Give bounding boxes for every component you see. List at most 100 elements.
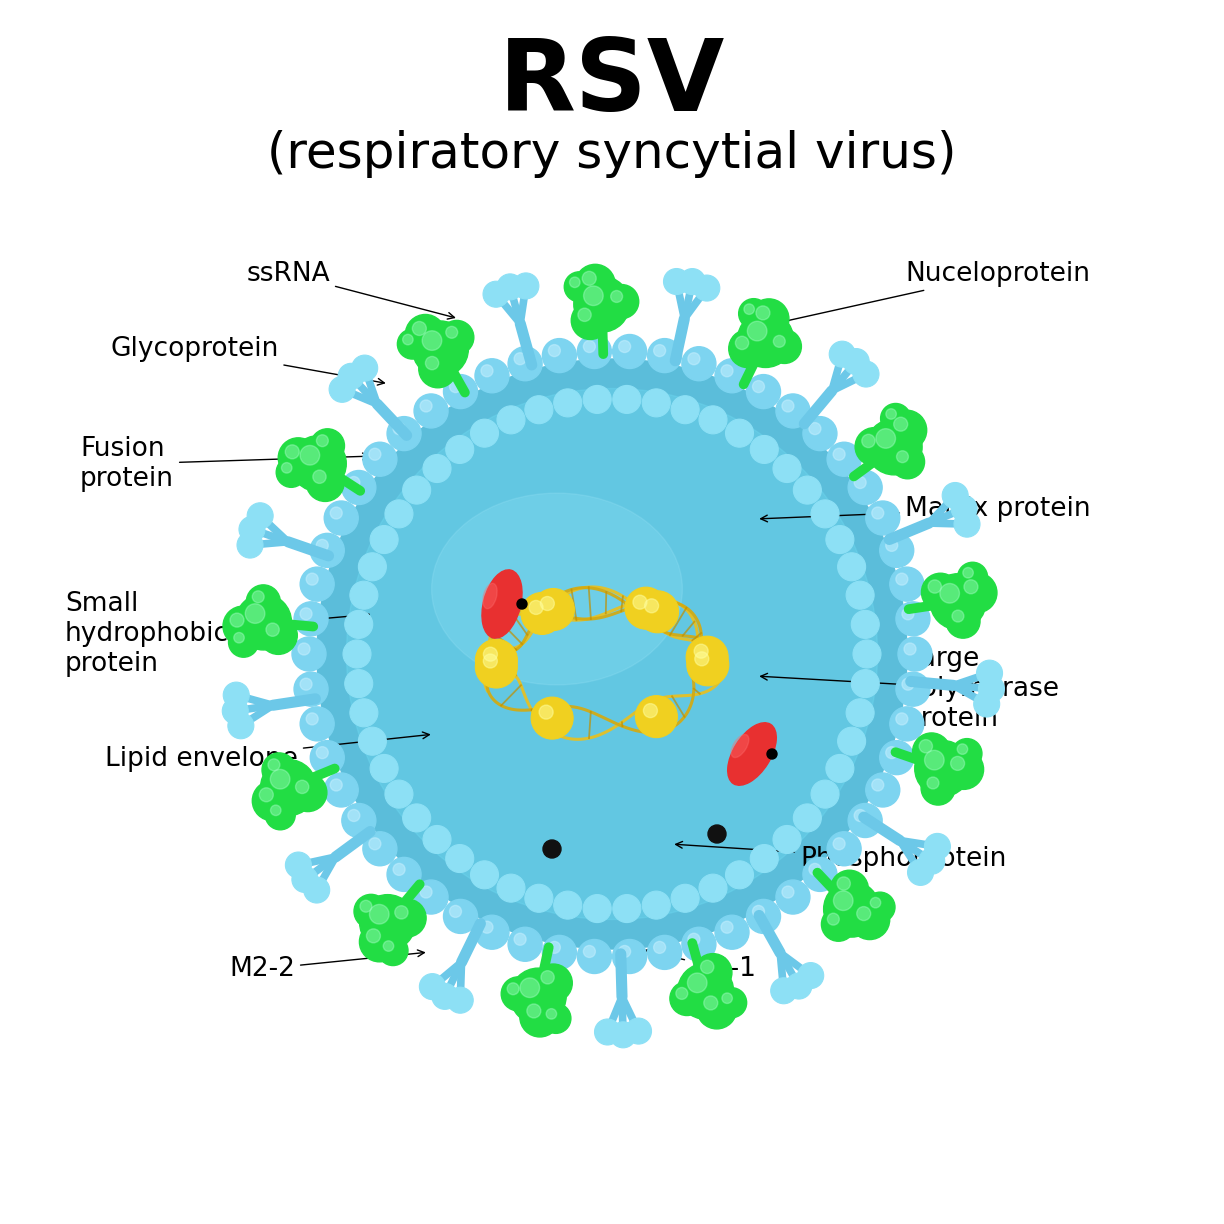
Circle shape — [922, 573, 960, 611]
Circle shape — [618, 340, 630, 353]
Circle shape — [350, 699, 378, 727]
Circle shape — [618, 945, 630, 957]
Circle shape — [405, 315, 446, 355]
Circle shape — [228, 712, 253, 739]
Circle shape — [957, 562, 988, 592]
Circle shape — [262, 753, 296, 787]
Circle shape — [854, 809, 867, 821]
Circle shape — [756, 306, 770, 319]
Circle shape — [294, 672, 328, 706]
Circle shape — [414, 880, 448, 914]
Circle shape — [564, 272, 595, 302]
Circle shape — [951, 756, 965, 770]
Circle shape — [927, 777, 939, 789]
Circle shape — [446, 845, 474, 873]
Circle shape — [922, 771, 955, 805]
Circle shape — [890, 567, 924, 601]
Circle shape — [867, 419, 922, 475]
Circle shape — [229, 627, 258, 657]
Circle shape — [738, 299, 769, 329]
Circle shape — [575, 264, 616, 305]
Circle shape — [645, 599, 659, 613]
Circle shape — [368, 448, 381, 460]
Circle shape — [497, 274, 523, 300]
Circle shape — [386, 780, 412, 808]
Circle shape — [851, 670, 879, 698]
Circle shape — [271, 805, 282, 815]
Circle shape — [834, 891, 853, 911]
Circle shape — [329, 376, 355, 403]
Circle shape — [266, 623, 279, 636]
Circle shape — [682, 928, 716, 961]
Circle shape — [837, 727, 865, 755]
Text: Nuceloprotein: Nuceloprotein — [755, 261, 1091, 329]
Text: ssRNA: ssRNA — [246, 261, 454, 319]
Circle shape — [774, 335, 786, 348]
Circle shape — [289, 774, 327, 812]
Circle shape — [514, 933, 526, 945]
Circle shape — [419, 350, 457, 388]
Circle shape — [830, 870, 868, 908]
Circle shape — [291, 867, 318, 892]
Circle shape — [647, 935, 682, 969]
Circle shape — [420, 400, 432, 412]
Circle shape — [688, 933, 700, 945]
Text: Phosphoprotein: Phosphoprotein — [676, 841, 1006, 871]
Circle shape — [716, 988, 747, 1017]
Circle shape — [378, 935, 408, 966]
Circle shape — [343, 640, 371, 668]
Circle shape — [345, 611, 373, 639]
Circle shape — [420, 886, 432, 898]
Circle shape — [776, 880, 810, 914]
Circle shape — [395, 906, 408, 919]
Circle shape — [297, 643, 310, 655]
Circle shape — [387, 416, 421, 450]
Circle shape — [294, 602, 328, 635]
Circle shape — [368, 837, 381, 849]
Circle shape — [647, 339, 682, 372]
Circle shape — [483, 282, 509, 307]
Circle shape — [721, 365, 733, 377]
Circle shape — [871, 778, 884, 791]
Circle shape — [857, 907, 870, 920]
Circle shape — [300, 567, 334, 601]
Circle shape — [821, 907, 856, 941]
Circle shape — [553, 891, 581, 919]
Circle shape — [306, 464, 344, 502]
Circle shape — [316, 747, 328, 759]
Circle shape — [313, 470, 326, 483]
Circle shape — [750, 845, 778, 873]
Circle shape — [694, 644, 709, 659]
Circle shape — [605, 284, 639, 318]
Circle shape — [688, 973, 707, 993]
Circle shape — [235, 594, 291, 650]
Circle shape — [812, 499, 838, 528]
Circle shape — [359, 727, 387, 755]
Circle shape — [613, 334, 646, 368]
Circle shape — [707, 825, 726, 843]
Circle shape — [546, 1009, 557, 1020]
Circle shape — [865, 892, 895, 922]
Circle shape — [317, 359, 907, 949]
Circle shape — [896, 450, 908, 463]
Circle shape — [510, 968, 567, 1024]
Circle shape — [862, 435, 875, 448]
Circle shape — [532, 589, 574, 630]
Circle shape — [793, 804, 821, 832]
Circle shape — [896, 672, 930, 706]
Circle shape — [520, 996, 559, 1037]
Circle shape — [259, 617, 297, 655]
Circle shape — [957, 744, 968, 754]
Circle shape — [324, 774, 359, 807]
Circle shape — [338, 364, 365, 389]
Circle shape — [865, 501, 900, 535]
Circle shape — [341, 803, 376, 837]
Circle shape — [898, 636, 931, 671]
Circle shape — [694, 275, 720, 301]
Circle shape — [517, 599, 528, 610]
Circle shape — [439, 321, 474, 355]
Circle shape — [370, 525, 398, 553]
Circle shape — [360, 901, 372, 912]
Circle shape — [370, 905, 389, 924]
Circle shape — [403, 804, 431, 832]
